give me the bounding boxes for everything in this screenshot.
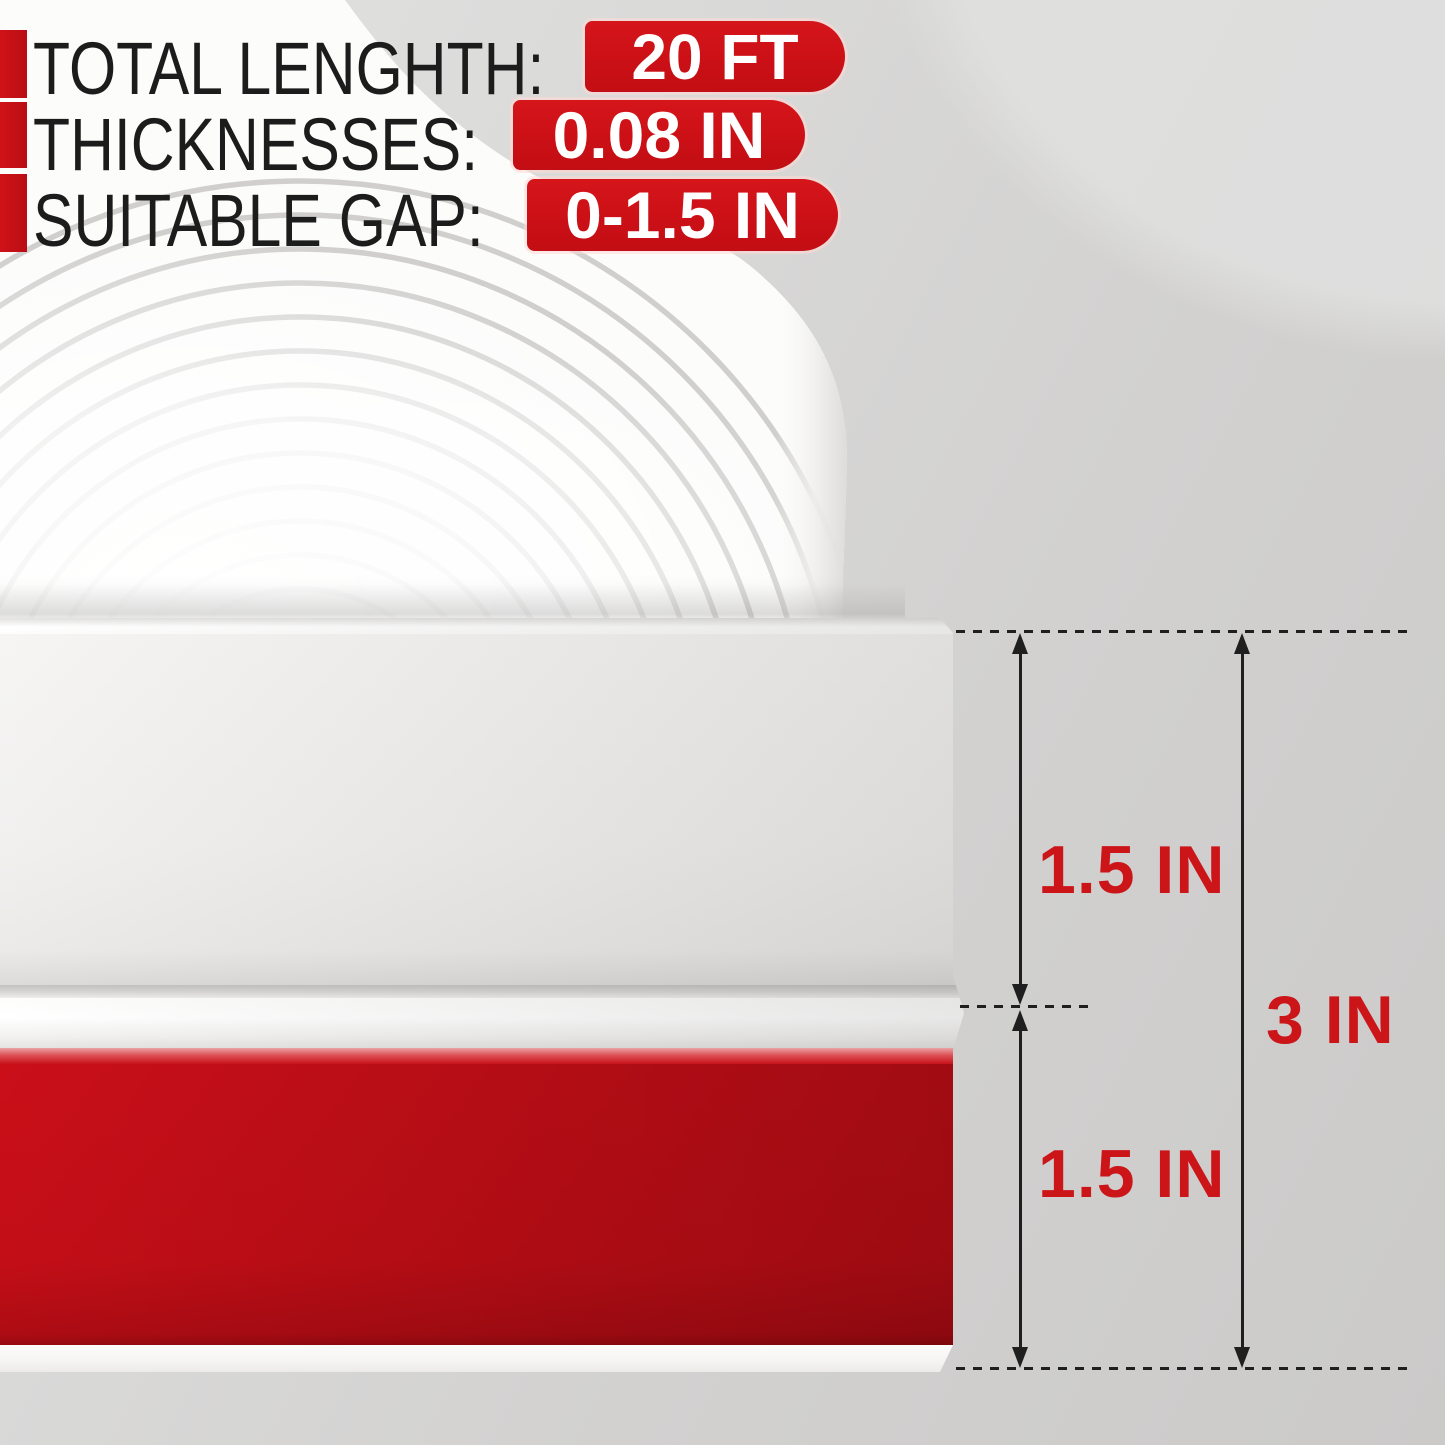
strip-fold-bevel [0,985,964,998]
spec-value-badge-suitable-gap: 0-1.5 IN [527,178,838,252]
arrow-head-bottom [1234,1347,1250,1368]
spec-accent-bar [0,174,27,252]
arrow-head-top [1234,633,1250,654]
arrow-shaft [1019,650,1022,992]
arrow-head-top [1012,633,1028,654]
arrow-head-top [1012,1010,1028,1031]
strip-white-face [0,634,964,985]
spec-label-thickness: THICKNESSES: [33,103,479,186]
strip-red-face [0,1064,964,1345]
strip-top-highlight [0,618,964,634]
seal-strip-cross-section [0,618,964,1372]
dimension-line-middle [960,1005,1096,1008]
dimension-line-top [956,630,1408,633]
strip-groove [0,998,964,1048]
arrow-shaft [1019,1027,1022,1353]
spec-accent-bar [0,30,27,98]
lower-dimension-label: 1.5 IN [1038,1136,1226,1212]
spec-value-badge-thickness: 0.08 IN [513,98,805,172]
strip-bottom-edge [0,1345,964,1372]
strip-red-right-shading [0,1064,964,1345]
spec-label-suitable-gap: SUITABLE GAP: [33,179,484,262]
spec-accent-bar [0,102,27,168]
upper-dimension-label: 1.5 IN [1038,832,1226,908]
total-dimension-label: 3 IN [1266,982,1395,1058]
spec-value-badge-total-length: 20 FT [585,21,845,93]
dimension-line-bottom [956,1367,1408,1370]
arrow-head-bottom [1012,1347,1028,1368]
arrow-head-bottom [1012,984,1028,1005]
strip-red-top-edge [0,1048,964,1064]
arrow-shaft [1241,650,1244,1350]
spec-label-total-length: TOTAL LENGHTH: [33,27,545,110]
strip-right-shading [0,618,964,1048]
strip-top-shadow [0,584,905,618]
